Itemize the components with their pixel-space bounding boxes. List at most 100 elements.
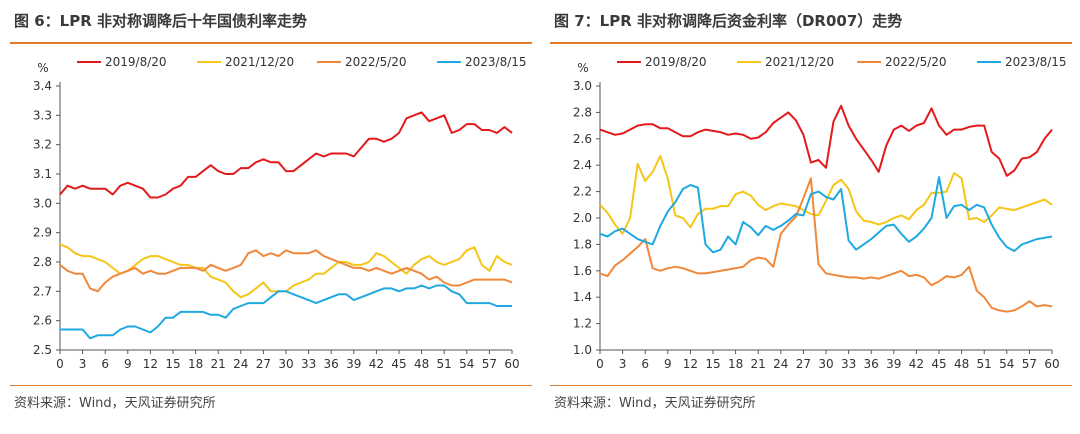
x-tick-label: 30	[278, 357, 293, 371]
legend-item-4: 2023/8/15	[437, 55, 527, 69]
x-tick-label: 0	[596, 357, 604, 371]
bottom-rule	[10, 385, 532, 386]
legend-label: 2023/8/15	[1005, 55, 1067, 69]
y-tick-label: 1.4	[573, 290, 592, 304]
series-line-3	[59, 249, 513, 293]
x-tick-label: 45	[391, 357, 406, 371]
x-tick-label: 33	[301, 357, 316, 371]
line-chart-dr007: % 1.0 1.2 1.4 1.6 1.8 2.0 2.2 2.4 2.6 2.8 3.0 0 3 6 9 12…	[573, 55, 1067, 371]
chart-panel-right: 图 7：LPR 非对称调降后资金利率（DR007）走势 % 1.0 1.2 1.4 1.…	[550, 0, 1078, 434]
y-tick-label: 2.9	[33, 226, 52, 240]
y-tick-label: 2.7	[33, 284, 52, 298]
x-tick-label: 36	[324, 357, 339, 371]
y-tick-label: 1.2	[573, 317, 592, 331]
legend-label: 2022/5/20	[345, 55, 407, 69]
x-tick-label: 6	[641, 357, 649, 371]
series-line-4	[60, 284, 512, 340]
legend-label: 2021/12/20	[225, 55, 294, 69]
figure-title: 图 6：LPR 非对称调降后十年国债利率走势	[14, 12, 307, 30]
x-tick-label: 39	[886, 357, 901, 371]
x-tick-label: 3	[79, 357, 87, 371]
source-note: 资料来源：Wind，天风证券研究所	[554, 396, 756, 411]
x-tick-label: 27	[796, 357, 811, 371]
x-tick-label: 9	[124, 357, 132, 371]
figure-title: 图 7：LPR 非对称调降后资金利率（DR007）走势	[554, 12, 903, 30]
line-chart-10y-bond: % 2.5 2.6 2.7 2.8 2.9 3.0 3.1 3.2 3.3 3.4 0 3 6 9 12 15 1…	[33, 55, 527, 371]
y-tick-label: 2.6	[573, 132, 592, 146]
x-tick-label: 57	[1022, 357, 1037, 371]
y-tick-label: 2.5	[33, 343, 52, 357]
x-tick-label: 24	[773, 357, 788, 371]
legend-item-3: 2022/5/20	[317, 55, 407, 69]
x-tick-label: 18	[728, 357, 743, 371]
y-unit-label: %	[577, 61, 588, 75]
x-tick-label: 57	[482, 357, 497, 371]
legend-item-1: 2019/8/20	[77, 55, 167, 69]
series-line-2	[599, 155, 1053, 235]
legend-label: 2021/12/20	[765, 55, 834, 69]
x-tick-label: 48	[414, 357, 429, 371]
y-tick-label: 3.2	[33, 138, 52, 152]
x-tick-label: 42	[909, 357, 924, 371]
x-tick-label: 6	[101, 357, 109, 371]
title-rule	[550, 42, 1072, 44]
series-line-1	[59, 111, 513, 199]
source-note: 资料来源：Wind，天风证券研究所	[14, 396, 216, 411]
x-tick-label: 42	[369, 357, 384, 371]
x-tick-label: 21	[211, 357, 226, 371]
y-tick-label: 1.8	[573, 237, 592, 251]
x-tick-label: 54	[999, 357, 1014, 371]
y-tick-label: 2.8	[573, 105, 592, 119]
x-tick-label: 3	[619, 357, 627, 371]
y-tick-label: 3.4	[33, 79, 52, 93]
bottom-rule	[550, 385, 1072, 386]
series-line-3	[599, 177, 1053, 313]
x-tick-label: 51	[977, 357, 992, 371]
y-tick-label: 1.6	[573, 264, 592, 278]
x-tick-label: 33	[841, 357, 856, 371]
y-tick-label: 2.2	[573, 185, 592, 199]
x-tick-label: 54	[459, 357, 474, 371]
x-tick-label: 15	[705, 357, 720, 371]
y-tick-label: 2.6	[33, 314, 52, 328]
x-tick-label: 39	[346, 357, 361, 371]
series-line-4	[599, 176, 1053, 254]
legend-item-4: 2023/8/15	[977, 55, 1067, 69]
y-tick-label: 3.0	[573, 79, 592, 93]
x-tick-label: 18	[188, 357, 203, 371]
title-rule	[10, 42, 532, 44]
chart-panel-left: 图 6：LPR 非对称调降后十年国债利率走势 % 2.5 2.6 2.7 2.8 2.9 3…	[10, 0, 538, 434]
y-tick-label: 1.0	[573, 343, 592, 357]
x-tick-label: 12	[143, 357, 158, 371]
x-tick-label: 45	[931, 357, 946, 371]
x-tick-label: 9	[664, 357, 672, 371]
y-unit-label: %	[37, 61, 48, 75]
x-tick-label: 27	[256, 357, 271, 371]
legend-label: 2019/8/20	[645, 55, 707, 69]
x-tick-label: 48	[954, 357, 969, 371]
legend-label: 2022/5/20	[885, 55, 947, 69]
x-tick-label: 21	[751, 357, 766, 371]
x-tick-label: 60	[504, 357, 519, 371]
series-line-1	[599, 104, 1053, 177]
y-tick-label: 2.4	[573, 158, 592, 172]
y-tick-label: 2.8	[33, 255, 52, 269]
x-tick-label: 30	[818, 357, 833, 371]
x-tick-label: 51	[437, 357, 452, 371]
y-tick-label: 3.3	[33, 108, 52, 122]
legend-label: 2019/8/20	[105, 55, 167, 69]
legend-label: 2023/8/15	[465, 55, 527, 69]
y-tick-label: 3.0	[33, 196, 52, 210]
x-tick-label: 24	[233, 357, 248, 371]
x-tick-label: 15	[165, 357, 180, 371]
x-tick-label: 36	[864, 357, 879, 371]
x-tick-label: 0	[56, 357, 64, 371]
legend-item-2: 2021/12/20	[197, 55, 294, 69]
y-tick-label: 2.0	[573, 211, 592, 225]
legend-item-1: 2019/8/20	[617, 55, 707, 69]
x-tick-label: 12	[683, 357, 698, 371]
x-tick-label: 60	[1044, 357, 1059, 371]
legend-item-2: 2021/12/20	[737, 55, 834, 69]
y-tick-label: 3.1	[33, 167, 52, 181]
legend-item-3: 2022/5/20	[857, 55, 947, 69]
